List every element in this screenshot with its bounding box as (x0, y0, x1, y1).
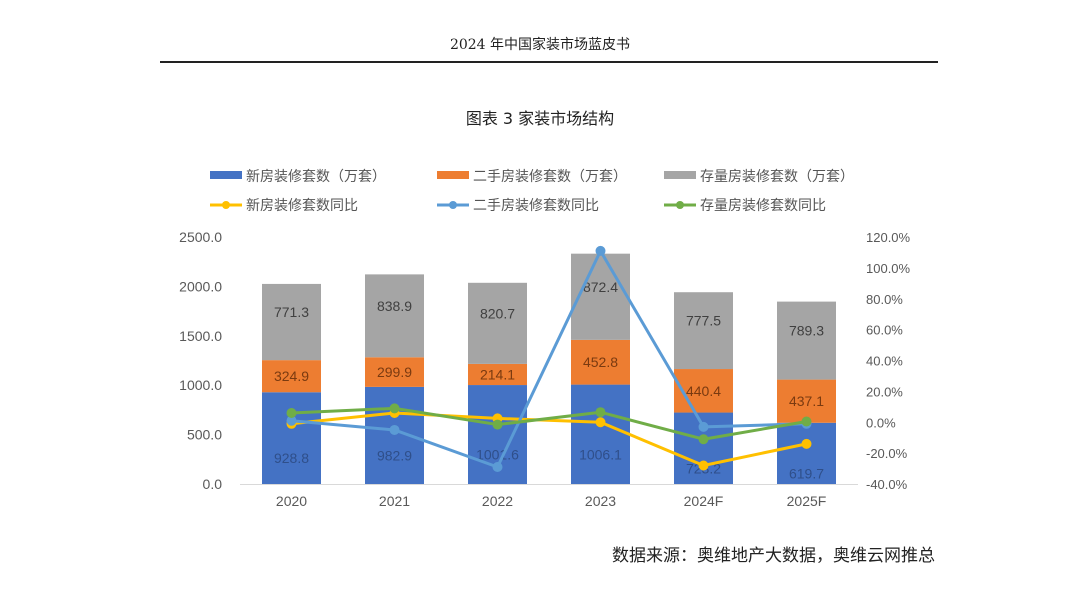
x-axis-tick: 2022 (482, 493, 513, 509)
bar-segment (777, 301, 836, 380)
bar-data-label: 1001.6 (476, 447, 519, 463)
bar-data-label: 1006.1 (579, 446, 622, 462)
data-source: 数据来源：奥维地产大数据，奥维云网推总 (612, 546, 935, 566)
legend-marker (449, 201, 457, 209)
bar-data-label: 437.1 (789, 393, 824, 409)
line-point (492, 462, 503, 473)
bar-segment (571, 384, 630, 484)
right-axis-tick: 100.0% (866, 261, 911, 276)
line-point (801, 416, 812, 427)
line-point (595, 407, 606, 418)
bar-data-label: 452.8 (583, 354, 618, 370)
bar-segment (571, 339, 630, 385)
left-axis-tick: 2000.0 (179, 278, 222, 294)
line-point (595, 417, 606, 428)
line-point (389, 403, 400, 414)
line-point (595, 245, 606, 256)
bar-segment (262, 392, 321, 484)
bar-segment (262, 283, 321, 361)
line-series (291, 406, 807, 441)
left-axis-tick: 1500.0 (179, 328, 222, 344)
bar-data-label: 619.7 (789, 465, 824, 481)
right-axis-tick: -40.0% (866, 477, 908, 492)
right-axis-tick: 20.0% (866, 384, 903, 399)
document-header: 2024 年中国家装市场蓝皮书 (449, 37, 631, 53)
right-axis-tick: -20.0% (866, 446, 908, 461)
bar-data-label: 820.7 (480, 305, 515, 321)
x-axis-tick: 2020 (276, 493, 307, 509)
right-axis-tick: 60.0% (866, 323, 903, 338)
legend-label: 新房装修套数同比 (246, 198, 358, 214)
bar-segment (365, 386, 424, 484)
bar-data-label: 872.4 (583, 279, 618, 295)
bar-data-label: 982.9 (377, 447, 412, 463)
x-axis-tick: 2023 (585, 493, 616, 509)
bar-segment (674, 292, 733, 370)
bar-data-label: 214.1 (480, 366, 515, 382)
left-axis-tick: 1000.0 (179, 377, 222, 393)
bar-data-label: 928.8 (274, 450, 309, 466)
right-axis-tick: 80.0% (866, 292, 903, 307)
bar-data-label: 789.3 (789, 323, 824, 339)
chart-title: 图表 3 家装市场结构 (466, 109, 614, 128)
line-point (698, 460, 709, 471)
line-point (801, 438, 812, 449)
bar-segment (777, 379, 836, 423)
bar-segment (777, 422, 836, 484)
legend-label: 存量房装修套数同比 (700, 198, 826, 214)
bar-segment (262, 360, 321, 393)
bar-data-label: 838.9 (377, 298, 412, 314)
line-point (389, 424, 400, 435)
line-series (291, 249, 807, 469)
line-point (286, 407, 297, 418)
line-series (291, 411, 807, 467)
legend-marker (676, 201, 684, 209)
bar-segment (365, 357, 424, 387)
x-axis-tick: 2024F (684, 493, 724, 509)
legend-label: 存量房装修套数（万套） (700, 169, 854, 185)
bar-data-label: 324.9 (274, 368, 309, 384)
bar-segment (365, 274, 424, 358)
legend-label: 二手房装修套数同比 (473, 198, 599, 214)
header-rule (160, 61, 938, 63)
left-axis-tick: 2500.0 (179, 229, 222, 245)
right-axis-tick: 40.0% (866, 354, 903, 369)
bar-data-label: 777.5 (686, 313, 721, 329)
bar-data-label: 299.9 (377, 364, 412, 380)
legend-marker (222, 201, 230, 209)
legend-swatch-bar (210, 171, 242, 179)
line-point (698, 421, 709, 432)
bar-segment (571, 253, 630, 340)
bar-segment (468, 363, 527, 386)
left-axis-tick: 500.0 (187, 427, 222, 443)
line-point (698, 434, 709, 445)
legend-label: 二手房装修套数（万套） (473, 169, 627, 185)
legend-swatch-bar (664, 171, 696, 179)
legend-swatch-bar (437, 171, 469, 179)
bar-segment (468, 282, 527, 364)
x-axis-tick: 2021 (379, 493, 410, 509)
legend-label: 新房装修套数（万套） (246, 169, 386, 185)
bar-data-label: 440.4 (686, 383, 721, 399)
right-axis-tick: 0.0% (866, 415, 896, 430)
left-axis-tick: 0.0 (203, 476, 223, 492)
line-point (492, 419, 503, 430)
x-axis-tick: 2025F (787, 493, 827, 509)
right-axis-tick: 120.0% (866, 230, 911, 245)
bar-data-label: 771.3 (274, 304, 309, 320)
line-point (286, 415, 297, 426)
